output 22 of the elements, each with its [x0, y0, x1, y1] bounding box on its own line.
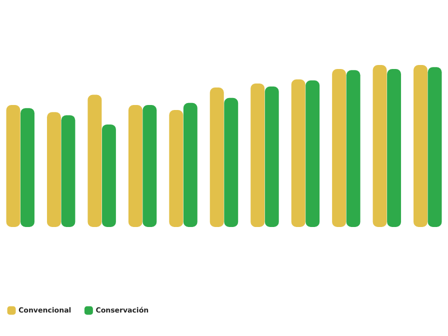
bar — [102, 124, 116, 227]
bar — [20, 108, 34, 227]
bar — [346, 70, 360, 227]
bar — [88, 94, 102, 227]
bar — [332, 69, 346, 227]
bar — [6, 105, 20, 227]
bar — [414, 65, 428, 227]
bar — [183, 102, 198, 227]
bar — [46, 112, 61, 227]
bar — [428, 67, 442, 227]
bar — [387, 69, 402, 227]
bar — [169, 110, 184, 227]
bar — [61, 115, 76, 227]
bar — [291, 79, 306, 227]
bar — [128, 105, 142, 227]
bar — [250, 83, 265, 227]
bar — [372, 65, 387, 227]
bar — [224, 98, 238, 227]
bar — [264, 86, 279, 227]
bar — [210, 88, 224, 227]
bar — [142, 105, 157, 227]
bar — [306, 80, 320, 227]
